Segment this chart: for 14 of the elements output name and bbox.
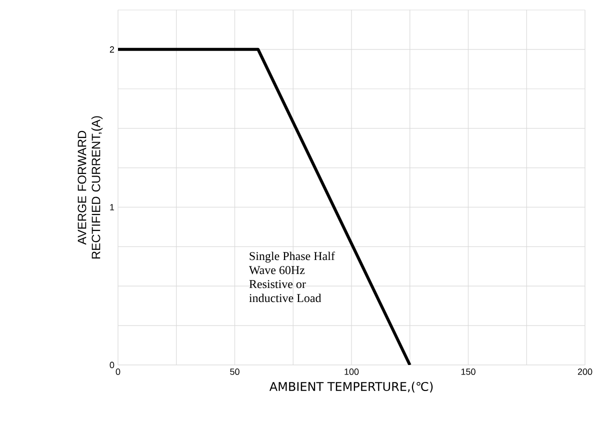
x-tick-label: 50: [230, 368, 240, 375]
y-tick-label: 1: [110, 204, 114, 210]
annotation: Wave 60Hz: [248, 266, 305, 274]
x-axis-title: AMBIENT TEMPERTURE,(℃): [269, 382, 433, 392]
y-tick-label: 2: [110, 46, 114, 53]
x-tick-label: 0: [116, 368, 120, 375]
x-tick-label: 200: [578, 368, 592, 375]
x-tick-label: 150: [461, 368, 476, 375]
annotation: Single Phase Half: [250, 252, 335, 263]
y-tick-label: 0: [110, 362, 114, 368]
annotation: Resistive or: [249, 280, 306, 288]
annotation: inductive Load: [249, 294, 322, 302]
x-tick-label: 100: [344, 368, 359, 375]
y-axis-title: AVERGE FORWARD RECTIFIED CURRENT,(A): [78, 116, 103, 258]
